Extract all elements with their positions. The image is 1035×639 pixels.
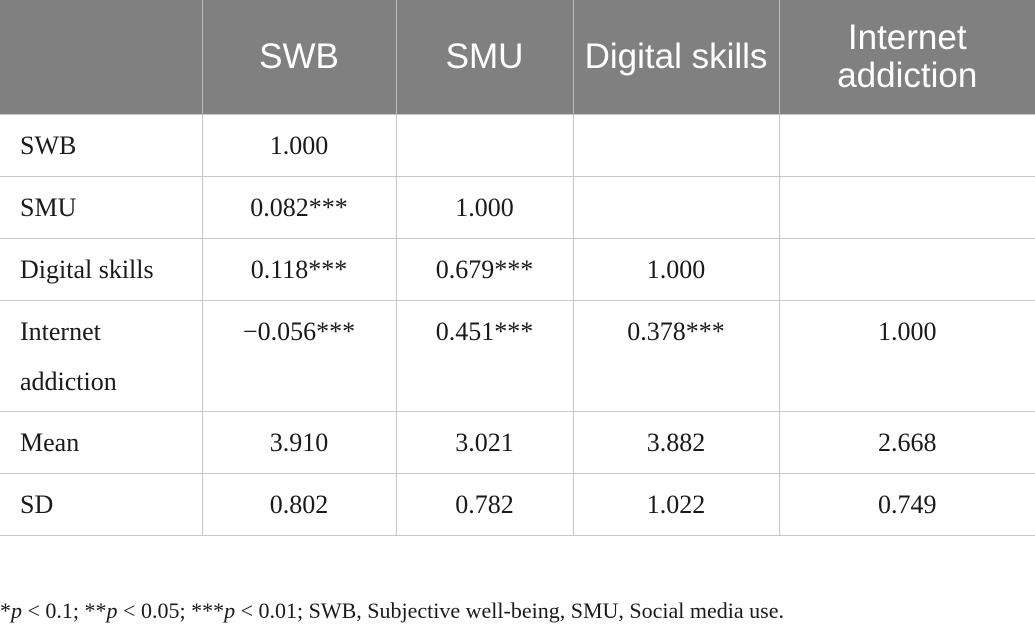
table-row: SWB 1.000	[0, 113, 1035, 177]
header-digital-skills: Digital skills	[572, 0, 780, 114]
correlation-table-container: SWB SMU Digital skills Internet addictio…	[0, 0, 1035, 536]
table-cell: 3.882	[572, 410, 780, 474]
correlation-table: SWB SMU Digital skills Internet addictio…	[0, 0, 1035, 536]
row-label: SWB	[0, 113, 203, 177]
row-label: SD	[0, 472, 203, 536]
table-cell: −0.056***	[201, 299, 397, 412]
table-header: SWB SMU Digital skills Internet addictio…	[0, 0, 1035, 114]
table-cell: 0.679***	[395, 237, 574, 301]
table-cell: 0.118***	[201, 237, 397, 301]
table-cell: 3.021	[395, 410, 574, 474]
footnote-p1-stars: *	[0, 598, 11, 623]
footnote-p-symbol: p	[224, 598, 236, 623]
table-row: SD 0.802 0.782 1.022 0.749	[0, 472, 1035, 536]
table-cell: 1.022	[572, 472, 780, 536]
footnote-p2-rest: < 0.05;	[117, 598, 192, 623]
table-cell: 3.910	[201, 410, 397, 474]
table-cell	[395, 113, 574, 177]
footnote-p3-stars: ***	[191, 598, 225, 623]
footnote-p-symbol: p	[11, 598, 22, 623]
table-cell: 1.000	[201, 113, 397, 177]
table-row: SMU 0.082*** 1.000	[0, 175, 1035, 239]
row-label: SMU	[0, 175, 203, 239]
footnote-p-symbol: p	[106, 598, 118, 623]
table-cell: 0.782	[395, 472, 574, 536]
table-cell: 2.668	[778, 410, 1035, 474]
table-cell: 1.000	[572, 237, 780, 301]
table-cell: 0.082***	[201, 175, 397, 239]
row-label: Mean	[0, 410, 203, 474]
table-cell: 0.378***	[572, 299, 780, 412]
table-footnote: *p < 0.1; **p < 0.05; ***p < 0.01; SWB, …	[0, 597, 1035, 625]
table-cell: 1.000	[395, 175, 574, 239]
table-cell: 0.451***	[395, 299, 574, 412]
table-cell	[778, 113, 1035, 177]
header-smu: SMU	[395, 0, 574, 114]
table-row: Digital skills 0.118*** 0.679*** 1.000	[0, 237, 1035, 301]
table-cell: 1.000	[778, 299, 1035, 412]
table-row: Internet addiction −0.056*** 0.451*** 0.…	[0, 299, 1035, 412]
footnote-p3-rest: < 0.01; SWB, Subjective well-being, SMU,…	[235, 598, 784, 623]
table-cell: 0.749	[778, 472, 1035, 536]
header-row: SWB SMU Digital skills Internet addictio…	[0, 0, 1035, 114]
header-internet-addiction: Internet addiction	[778, 0, 1035, 114]
footnote-p1-rest: < 0.1;	[22, 598, 85, 623]
header-corner-cell	[0, 0, 203, 114]
footnote-p2-stars: **	[84, 598, 107, 623]
table-cell	[778, 237, 1035, 301]
row-label: Internet addiction	[0, 299, 203, 412]
table-cell: 0.802	[201, 472, 397, 536]
header-swb: SWB	[201, 0, 397, 114]
table-row: Mean 3.910 3.021 3.882 2.668	[0, 410, 1035, 474]
table-cell	[778, 175, 1035, 239]
row-label: Digital skills	[0, 237, 203, 301]
table-body: SWB 1.000 SMU 0.082*** 1.000 Digital ski…	[0, 113, 1035, 536]
table-cell	[572, 113, 780, 177]
table-cell	[572, 175, 780, 239]
